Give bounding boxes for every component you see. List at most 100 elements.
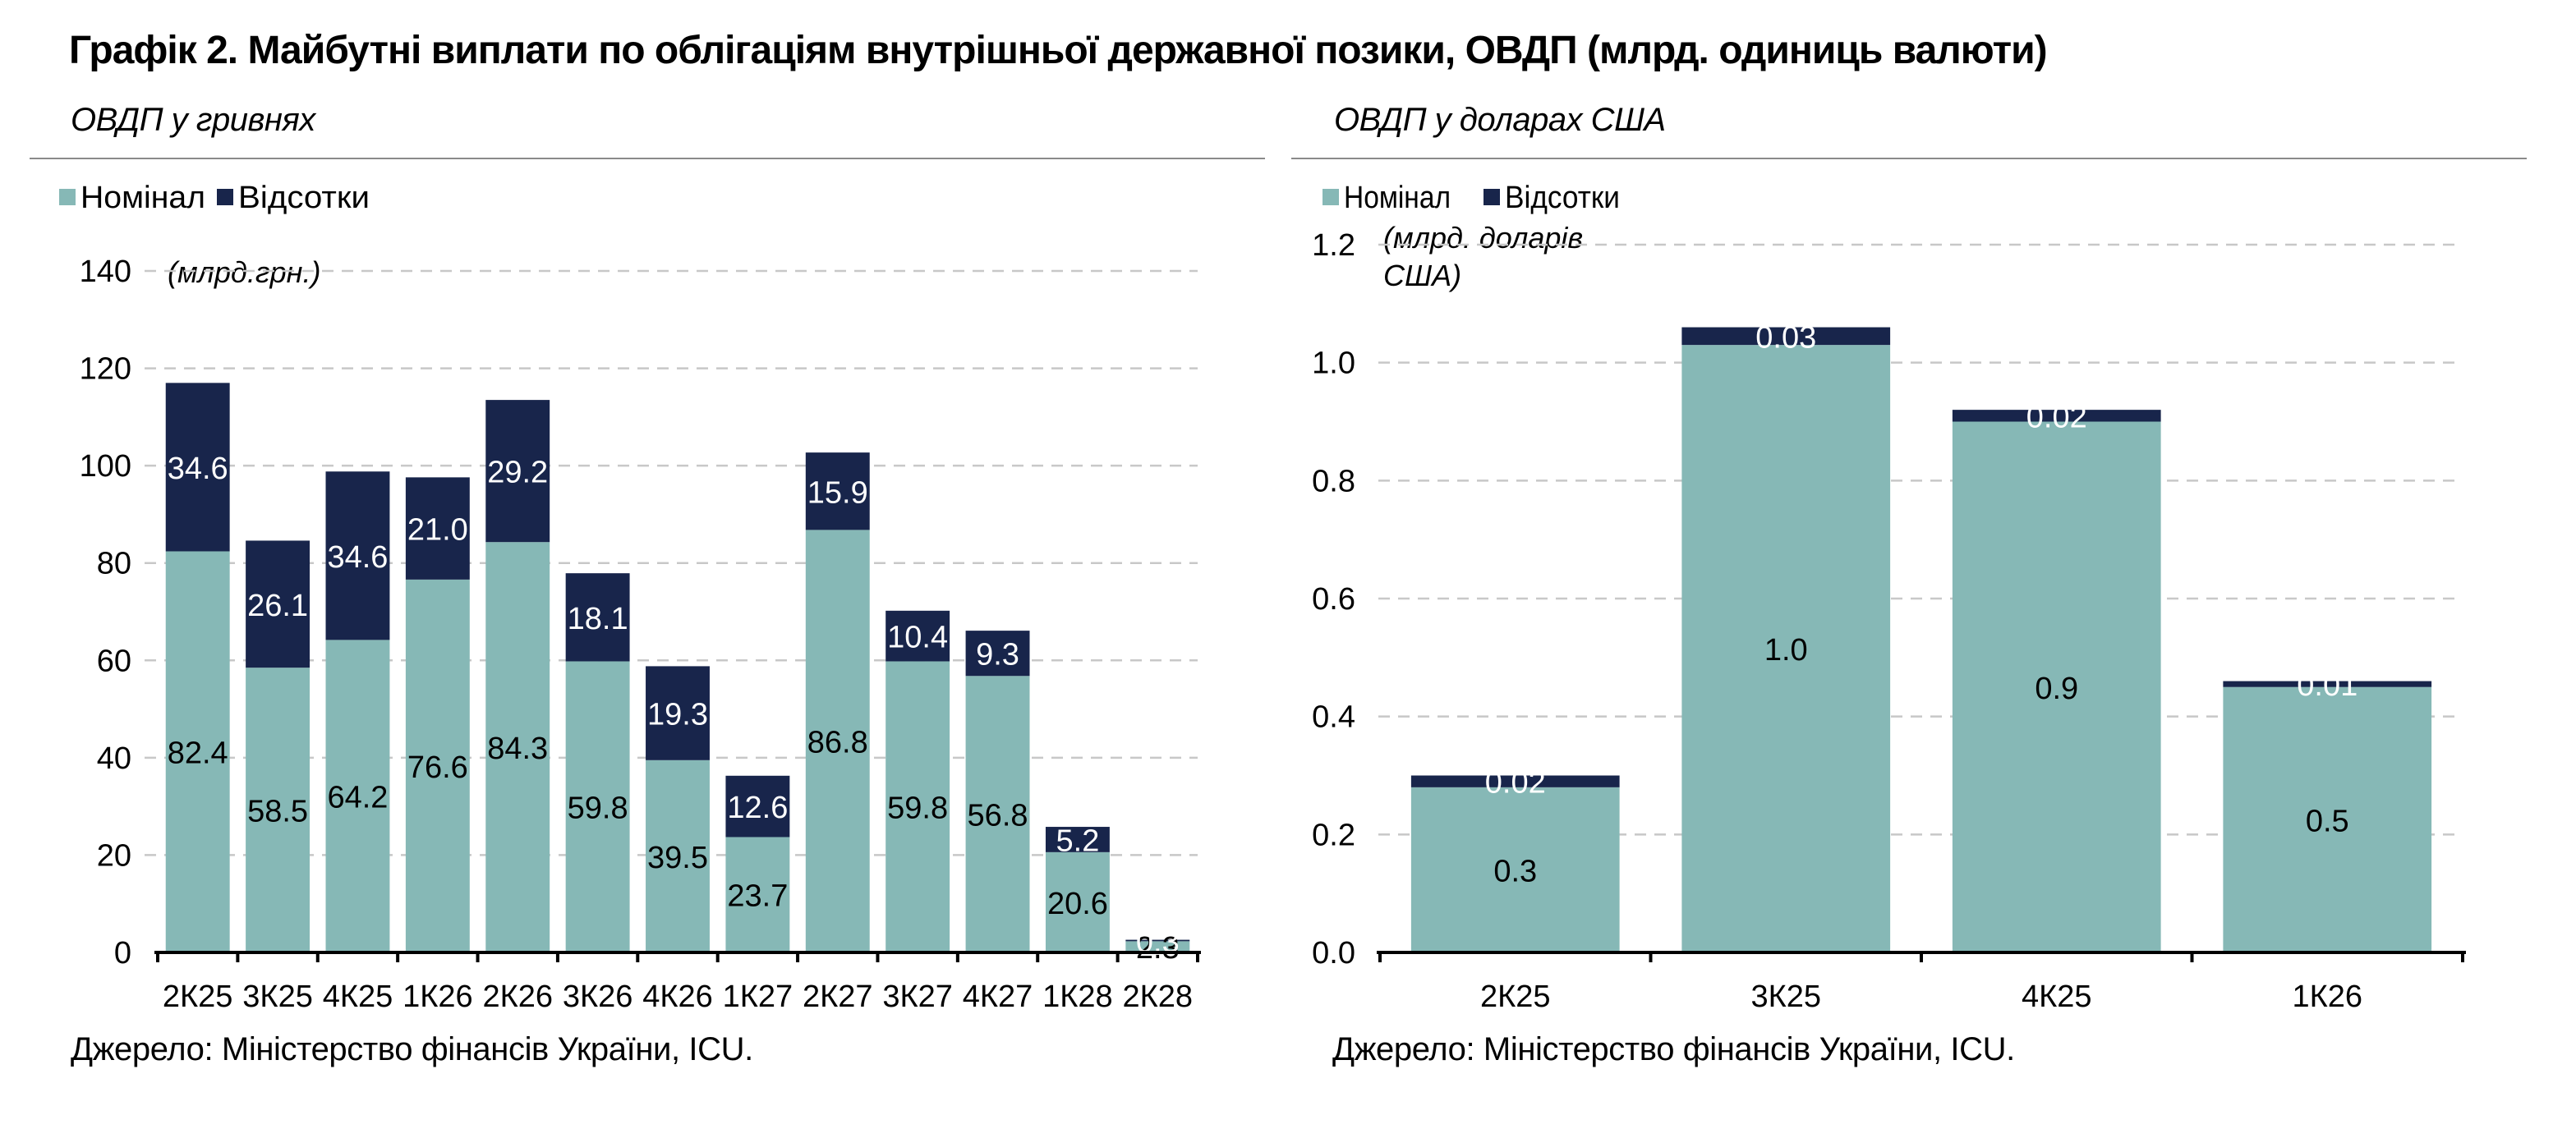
interest-label-1К26: 21.0 xyxy=(407,513,468,548)
legend-swatch-2 xyxy=(217,189,233,205)
interest-label-1К26: 0.01 xyxy=(2297,668,2358,703)
interest-label-3К27: 10.4 xyxy=(887,621,948,655)
x-tick-label-2К25: 2К25 xyxy=(163,980,233,1014)
right-source-note: Джерело: Міністерство фінансів України, … xyxy=(1332,1031,2015,1067)
x-tick-label-1К27: 1К27 xyxy=(723,980,794,1014)
x-tick-label-4К25: 4К25 xyxy=(323,980,393,1014)
nominal-label-2К25: 0.3 xyxy=(1493,854,1537,888)
nominal-label-4К25: 64.2 xyxy=(327,781,388,815)
nominal-bar-1К27 xyxy=(725,837,790,952)
nominal-bar-4К25 xyxy=(1952,421,2161,952)
x-tick-label-4К27: 4К27 xyxy=(963,980,1033,1014)
interest-bar-1К28 xyxy=(1045,827,1110,852)
nominal-bar-2К27 xyxy=(805,530,870,952)
unit-note-line-1: (млрд. доларів xyxy=(1383,221,1583,255)
figure-title: Графік 2. Майбутні виплати по облігаціям… xyxy=(69,29,2048,72)
x-tick-label-2К27: 2К27 xyxy=(803,980,873,1014)
legend-swatch-2 xyxy=(1484,189,1500,205)
interest-label-2К27: 15.9 xyxy=(807,475,868,510)
nominal-bar-1К26 xyxy=(2223,686,2432,952)
y-tick-label-0.0: 0.0 xyxy=(1312,936,1355,971)
interest-label-1К27: 12.6 xyxy=(727,791,788,825)
y-tick-label-40: 40 xyxy=(97,741,131,776)
x-tick-label-1К26: 1К26 xyxy=(2292,980,2362,1014)
nominal-label-2К28: 2.3 xyxy=(1136,931,1180,966)
legend-label-2: Відсотки xyxy=(238,181,370,215)
unit-note-line-1: (млрд.грн.) xyxy=(168,255,320,289)
interest-bar-4К27 xyxy=(965,631,1030,677)
interest-label-2К25: 0.02 xyxy=(1485,766,1546,801)
legend-label-1: Номінал xyxy=(1344,181,1451,215)
nominal-bar-2К28 xyxy=(1125,941,1190,952)
nominal-label-4К25: 0.9 xyxy=(2035,672,2078,706)
interest-label-2К28: 0.3 xyxy=(1136,925,1180,959)
nominal-label-4К26: 39.5 xyxy=(647,841,708,875)
y-tick-label-140: 140 xyxy=(80,255,131,289)
interest-bar-2К28 xyxy=(1125,939,1190,942)
nominal-bar-3К25 xyxy=(246,668,310,952)
interest-label-4К25: 0.02 xyxy=(2026,400,2087,434)
y-tick-label-1.2: 1.2 xyxy=(1312,228,1355,263)
interest-bar-2К25 xyxy=(1410,775,1620,787)
x-tick-label-3К25: 3К25 xyxy=(242,980,313,1014)
interest-label-4К25: 34.6 xyxy=(327,540,388,575)
y-tick-label-100: 100 xyxy=(80,449,131,484)
nominal-label-1К28: 20.6 xyxy=(1047,887,1108,921)
interest-bar-4К25 xyxy=(325,471,390,640)
nominal-label-3К26: 59.8 xyxy=(568,792,628,826)
interest-bar-1К26 xyxy=(405,477,470,580)
uah-bar-chart: Номінал Відсотки (млрд.грн.) 0 20 40 60 80 100 12… xyxy=(59,181,1201,1014)
x-tick-label-3К27: 3К27 xyxy=(882,980,953,1014)
y-tick-label-0.2: 0.2 xyxy=(1312,818,1355,852)
interest-bar-3К25 xyxy=(246,540,310,668)
y-tick-label-1.0: 1.0 xyxy=(1312,346,1355,381)
nominal-label-3К27: 59.8 xyxy=(887,792,948,826)
nominal-label-2К26: 84.3 xyxy=(487,732,548,766)
interest-bar-4К25 xyxy=(1952,410,2161,422)
nominal-bar-3К27 xyxy=(886,661,950,952)
y-tick-label-0.8: 0.8 xyxy=(1312,464,1355,498)
nominal-bar-3К25 xyxy=(1681,345,1891,952)
nominal-label-2К25: 82.4 xyxy=(168,736,228,771)
interest-label-2К26: 29.2 xyxy=(487,456,548,490)
y-tick-label-0.4: 0.4 xyxy=(1312,700,1355,735)
interest-bar-3К27 xyxy=(886,610,950,662)
left-source-note: Джерело: Міністерство фінансів України, … xyxy=(71,1031,753,1067)
x-tick-label-2К25: 2К25 xyxy=(1480,980,1551,1014)
interest-bar-1К26 xyxy=(2223,681,2432,687)
unit-note-line-2: США) xyxy=(1383,259,1461,292)
x-tick-label-1К28: 1К28 xyxy=(1042,980,1113,1014)
nominal-label-1К26: 76.6 xyxy=(407,750,468,785)
nominal-label-3К25: 58.5 xyxy=(247,795,308,829)
interest-bar-2К27 xyxy=(805,452,870,530)
right-panel-title: ОВДП у доларах США xyxy=(1334,102,1666,138)
nominal-bar-2К25 xyxy=(165,551,230,952)
x-tick-label-2К28: 2К28 xyxy=(1123,980,1194,1014)
interest-label-4К27: 9.3 xyxy=(976,638,1019,672)
left-panel-rule xyxy=(30,158,1265,159)
interest-bar-2К25 xyxy=(165,383,230,552)
nominal-bar-1К26 xyxy=(405,579,470,952)
y-tick-label-80: 80 xyxy=(97,547,131,581)
nominal-label-1К27: 23.7 xyxy=(727,879,788,914)
legend-label-1: Номінал xyxy=(80,181,205,215)
nominal-bar-2К26 xyxy=(485,542,550,952)
interest-label-3К25: 0.03 xyxy=(1755,320,1816,355)
nominal-bar-4К27 xyxy=(965,676,1030,952)
left-panel-title: ОВДП у гривнях xyxy=(71,102,315,138)
legend-label-2: Відсотки xyxy=(1505,181,1620,215)
nominal-bar-4К25 xyxy=(325,640,390,952)
legend-swatch-1 xyxy=(1322,189,1339,205)
interest-bar-4К26 xyxy=(646,666,710,760)
nominal-label-1К26: 0.5 xyxy=(2306,804,2349,838)
nominal-bar-4К26 xyxy=(646,759,710,952)
y-tick-label-20: 20 xyxy=(97,838,131,873)
interest-bar-2К26 xyxy=(485,400,550,543)
y-tick-label-0: 0 xyxy=(114,936,131,971)
x-tick-label-4К25: 4К25 xyxy=(2022,980,2092,1014)
nominal-bar-2К25 xyxy=(1410,787,1620,952)
interest-label-1К28: 5.2 xyxy=(1056,824,1100,858)
x-tick-label-3К26: 3К26 xyxy=(563,980,633,1014)
usd-bar-chart: Номінал Відсотки (млрд. доларів США) 0.0 0.2 0… xyxy=(1312,181,2466,1014)
y-tick-label-120: 120 xyxy=(80,352,131,387)
